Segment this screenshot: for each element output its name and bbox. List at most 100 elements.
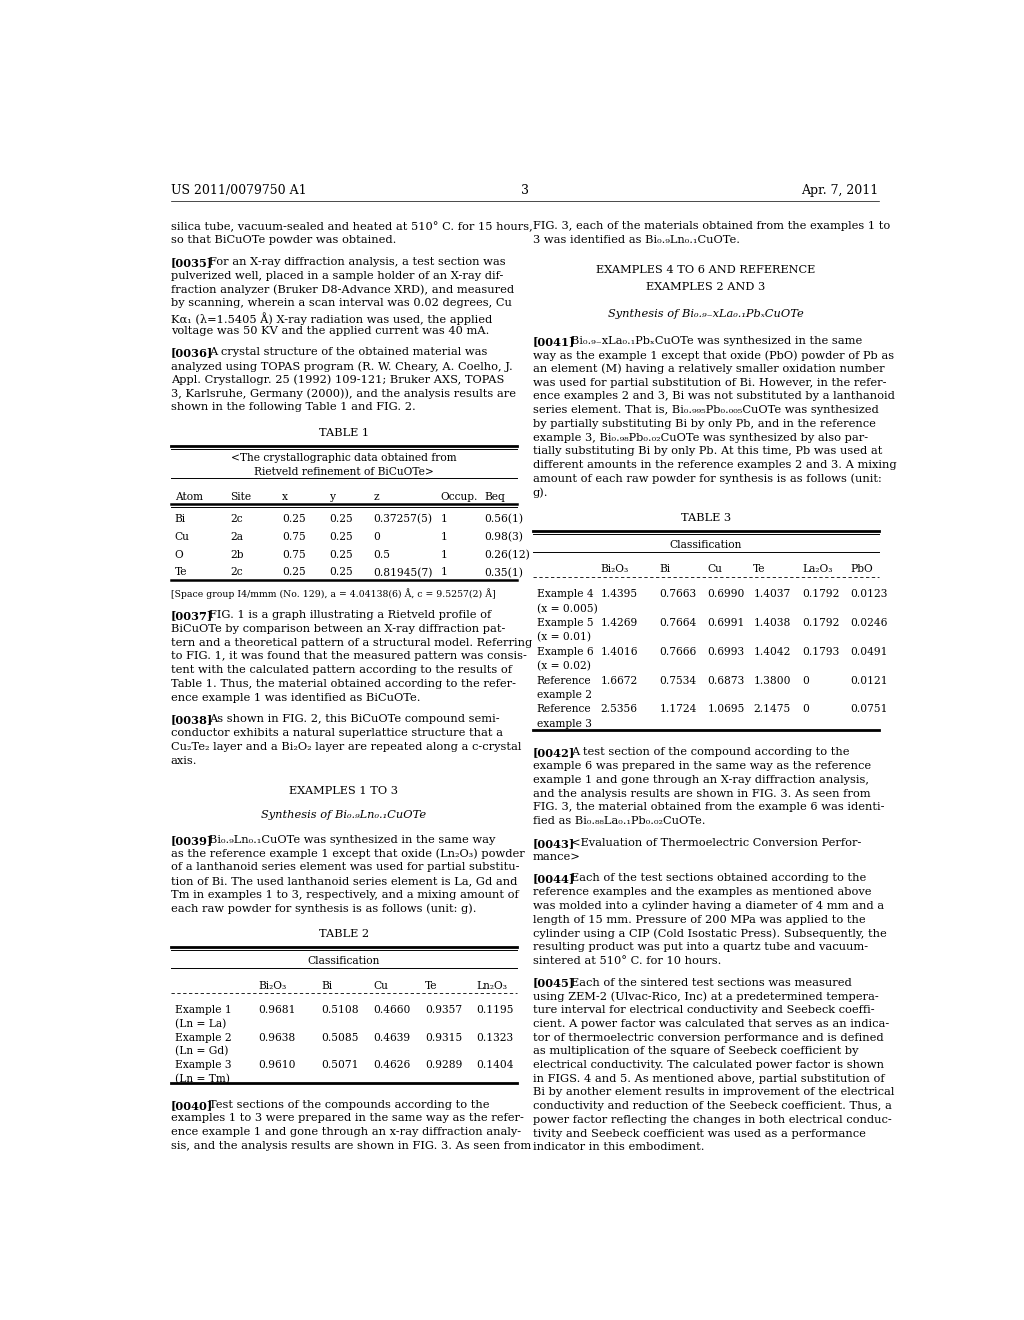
Text: Cu: Cu <box>175 532 189 541</box>
Text: z: z <box>373 491 379 502</box>
Text: sis, and the analysis results are shown in FIG. 3. As seen from: sis, and the analysis results are shown … <box>171 1140 531 1151</box>
Text: 0: 0 <box>803 705 809 714</box>
Text: of a lanthanoid series element was used for partial substitu-: of a lanthanoid series element was used … <box>171 862 519 873</box>
Text: (Ln = Tm): (Ln = Tm) <box>175 1074 229 1084</box>
Text: example 6 was prepared in the same way as the reference: example 6 was prepared in the same way a… <box>532 762 870 771</box>
Text: 0.75: 0.75 <box>282 549 306 560</box>
Text: Each of the test sections obtained according to the: Each of the test sections obtained accor… <box>570 874 866 883</box>
Text: 2c: 2c <box>230 568 243 577</box>
Text: 0.5: 0.5 <box>373 549 390 560</box>
Text: as multiplication of the square of Seebeck coefficient by: as multiplication of the square of Seebe… <box>532 1047 858 1056</box>
Text: 0.25: 0.25 <box>330 568 353 577</box>
Text: 0.25: 0.25 <box>330 532 353 541</box>
Text: EXAMPLES 2 AND 3: EXAMPLES 2 AND 3 <box>646 281 765 292</box>
Text: [0039]: [0039] <box>171 836 213 846</box>
Text: by partially substituting Bi by only Pb, and in the reference: by partially substituting Bi by only Pb,… <box>532 418 876 429</box>
Text: Te: Te <box>754 565 766 574</box>
Text: (Ln = La): (Ln = La) <box>175 1019 226 1030</box>
Text: FIG. 3, each of the materials obtained from the examples 1 to: FIG. 3, each of the materials obtained f… <box>532 222 890 231</box>
Text: Bi: Bi <box>659 565 671 574</box>
Text: [0040]: [0040] <box>171 1100 213 1110</box>
Text: using ZEM-2 (Ulvac-Rico, Inc) at a predetermined tempera-: using ZEM-2 (Ulvac-Rico, Inc) at a prede… <box>532 991 879 1002</box>
Text: conductivity and reduction of the Seebeck coefficient. Thus, a: conductivity and reduction of the Seebec… <box>532 1101 892 1111</box>
Text: PbO: PbO <box>850 565 872 574</box>
Text: US 2011/0079750 A1: US 2011/0079750 A1 <box>171 185 306 198</box>
Text: 1.4269: 1.4269 <box>600 618 638 628</box>
Text: Synthesis of Bi₀.₉Ln₀.₁CuOTe: Synthesis of Bi₀.₉Ln₀.₁CuOTe <box>261 810 426 820</box>
Text: example 2: example 2 <box>537 690 592 700</box>
Text: different amounts in the reference examples 2 and 3. A mixing: different amounts in the reference examp… <box>532 459 896 470</box>
Text: 0.1195: 0.1195 <box>476 1006 514 1015</box>
Text: 0.1792: 0.1792 <box>803 589 840 599</box>
Text: Example 4: Example 4 <box>537 589 593 599</box>
Text: TABLE 1: TABLE 1 <box>318 428 369 438</box>
Text: 0: 0 <box>803 676 809 685</box>
Text: electrical conductivity. The calculated power factor is shown: electrical conductivity. The calculated … <box>532 1060 884 1071</box>
Text: Reference: Reference <box>537 676 591 685</box>
Text: Cu: Cu <box>708 565 722 574</box>
Text: mance>: mance> <box>532 851 581 862</box>
Text: BiCuOTe by comparison between an X-ray diffraction pat-: BiCuOTe by comparison between an X-ray d… <box>171 624 505 634</box>
Text: 1: 1 <box>440 513 447 524</box>
Text: TABLE 2: TABLE 2 <box>318 929 369 940</box>
Text: Example 1: Example 1 <box>175 1006 231 1015</box>
Text: 0.81945(7): 0.81945(7) <box>373 568 433 578</box>
Text: Bi₀.₉Ln₀.₁CuOTe was synthesized in the same way: Bi₀.₉Ln₀.₁CuOTe was synthesized in the s… <box>209 836 496 845</box>
Text: shown in the following Table 1 and FIG. 2.: shown in the following Table 1 and FIG. … <box>171 403 416 412</box>
Text: 0.75: 0.75 <box>282 532 306 541</box>
Text: was used for partial substitution of Bi. However, in the refer-: was used for partial substitution of Bi.… <box>532 378 886 388</box>
Text: 0.9638: 0.9638 <box>258 1032 295 1043</box>
Text: Synthesis of Bi₀.₉₋xLa₀.₁PbₓCuOTe: Synthesis of Bi₀.₉₋xLa₀.₁PbₓCuOTe <box>608 309 804 319</box>
Text: 0: 0 <box>373 532 380 541</box>
Text: Test sections of the compounds according to the: Test sections of the compounds according… <box>209 1100 489 1110</box>
Text: each raw powder for synthesis is as follows (unit: g).: each raw powder for synthesis is as foll… <box>171 903 476 913</box>
Text: to FIG. 1, it was found that the measured pattern was consis-: to FIG. 1, it was found that the measure… <box>171 651 526 661</box>
Text: 1: 1 <box>440 568 447 577</box>
Text: 1: 1 <box>440 532 447 541</box>
Text: TABLE 3: TABLE 3 <box>681 513 731 523</box>
Text: 0.4660: 0.4660 <box>373 1006 411 1015</box>
Text: 0.37257(5): 0.37257(5) <box>373 513 432 524</box>
Text: 3, Karlsruhe, Germany (2000)), and the analysis results are: 3, Karlsruhe, Germany (2000)), and the a… <box>171 388 516 399</box>
Text: Apr. 7, 2011: Apr. 7, 2011 <box>802 185 879 198</box>
Text: [0041]: [0041] <box>532 337 575 347</box>
Text: Ln₂O₃: Ln₂O₃ <box>476 981 507 990</box>
Text: Occup.: Occup. <box>440 491 478 502</box>
Text: g).: g). <box>532 487 548 498</box>
Text: [0038]: [0038] <box>171 714 213 726</box>
Text: 1.0695: 1.0695 <box>708 705 744 714</box>
Text: 0.0123: 0.0123 <box>850 589 888 599</box>
Text: 1.6672: 1.6672 <box>600 676 638 685</box>
Text: and the analysis results are shown in FIG. 3. As seen from: and the analysis results are shown in FI… <box>532 788 870 799</box>
Text: [0042]: [0042] <box>532 747 575 759</box>
Text: A test section of the compound according to the: A test section of the compound according… <box>570 747 849 758</box>
Text: Rietveld refinement of BiCuOTe>: Rietveld refinement of BiCuOTe> <box>254 467 434 477</box>
Text: [0044]: [0044] <box>532 874 575 884</box>
Text: Tm in examples 1 to 3, respectively, and a mixing amount of: Tm in examples 1 to 3, respectively, and… <box>171 890 518 900</box>
Text: 0.7663: 0.7663 <box>659 589 697 599</box>
Text: ence example 1 and gone through an x-ray diffraction analy-: ence example 1 and gone through an x-ray… <box>171 1127 521 1138</box>
Text: (x = 0.02): (x = 0.02) <box>537 661 591 672</box>
Text: Te: Te <box>175 568 187 577</box>
Text: 0.6991: 0.6991 <box>708 618 744 628</box>
Text: an element (M) having a relatively smaller oxidation number: an element (M) having a relatively small… <box>532 364 885 375</box>
Text: 0.1792: 0.1792 <box>803 618 840 628</box>
Text: ence example 1 was identified as BiCuOTe.: ence example 1 was identified as BiCuOTe… <box>171 693 421 702</box>
Text: 0.9681: 0.9681 <box>258 1006 296 1015</box>
Text: Beq: Beq <box>484 491 505 502</box>
Text: Example 3: Example 3 <box>175 1060 231 1071</box>
Text: tern and a theoretical pattern of a structural model. Referring: tern and a theoretical pattern of a stru… <box>171 638 532 648</box>
Text: x: x <box>282 491 288 502</box>
Text: O: O <box>175 549 183 560</box>
Text: was molded into a cylinder having a diameter of 4 mm and a: was molded into a cylinder having a diam… <box>532 900 884 911</box>
Text: 0.4639: 0.4639 <box>373 1032 411 1043</box>
Text: cient. A power factor was calculated that serves as an indica-: cient. A power factor was calculated tha… <box>532 1019 889 1028</box>
Text: 0.26(12): 0.26(12) <box>484 549 530 560</box>
Text: power factor reflecting the changes in both electrical conduc-: power factor reflecting the changes in b… <box>532 1115 892 1125</box>
Text: Each of the sintered test sections was measured: Each of the sintered test sections was m… <box>570 978 852 987</box>
Text: (Ln = Gd): (Ln = Gd) <box>175 1047 228 1057</box>
Text: tent with the calculated pattern according to the results of: tent with the calculated pattern accordi… <box>171 665 512 675</box>
Text: EXAMPLES 4 TO 6 AND REFERENCE: EXAMPLES 4 TO 6 AND REFERENCE <box>596 265 815 275</box>
Text: La₂O₃: La₂O₃ <box>803 565 834 574</box>
Text: 1.4395: 1.4395 <box>600 589 637 599</box>
